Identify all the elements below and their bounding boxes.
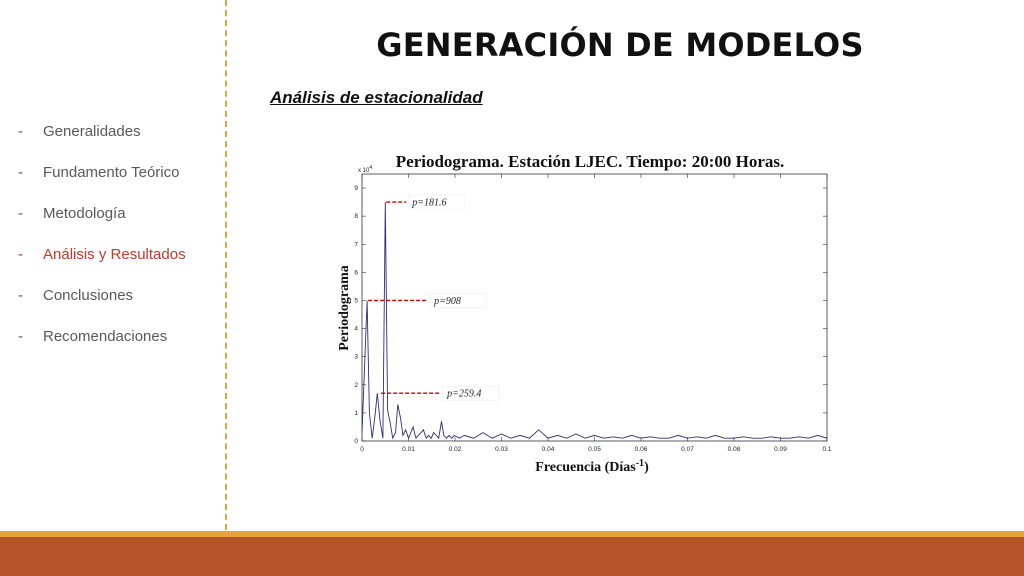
- nav-dash: -: [18, 164, 23, 181]
- nav-dash: -: [18, 328, 23, 345]
- annotation-box: [442, 385, 500, 401]
- nav-item-analisis[interactable]: - Análisis y Resultados: [18, 246, 186, 287]
- y-multiplier: x 104: [358, 165, 372, 174]
- nav-item-label: Conclusiones: [43, 287, 134, 304]
- y-tick-label: 6: [354, 269, 358, 276]
- nav-item-recomendaciones[interactable]: - Recomendaciones: [18, 328, 186, 369]
- y-tick-label: 7: [354, 241, 358, 248]
- x-tick-label: 0.08: [728, 446, 741, 453]
- y-tick-label: 2: [354, 382, 358, 389]
- slide-title: GENERACIÓN DE MODELOS: [376, 26, 864, 64]
- nav-item-label: Generalidades: [43, 123, 141, 140]
- periodogram-chart: Periodograma. Estación LJEC. Tiempo: 20:…: [337, 152, 832, 475]
- sidebar-nav: - Generalidades - Fundamento Teórico - Meto…: [18, 123, 186, 369]
- annotation-box: [407, 194, 465, 210]
- annotation-label: p=908: [433, 296, 461, 307]
- annotation-box: [429, 293, 487, 308]
- vertical-divider: [225, 0, 227, 530]
- nav-dash: -: [18, 205, 23, 222]
- nav-dash: -: [18, 287, 23, 304]
- x-tick-label: 0.04: [542, 446, 555, 453]
- nav-item-fundamento[interactable]: - Fundamento Teórico: [18, 164, 186, 205]
- footer-accent-bar: [0, 531, 1024, 537]
- y-tick-label: 1: [354, 410, 358, 417]
- x-tick-label: 0.01: [402, 446, 415, 453]
- y-tick-label: 3: [354, 354, 358, 361]
- y-tick-label: 8: [354, 213, 358, 220]
- y-tick-label: 4: [354, 326, 358, 333]
- nav-dash: -: [18, 123, 23, 140]
- x-tick-label: 0.03: [495, 446, 508, 453]
- x-tick-label: 0.09: [774, 446, 787, 453]
- nav-item-conclusiones[interactable]: - Conclusiones: [18, 287, 186, 328]
- x-tick-label: 0.06: [635, 446, 648, 453]
- y-tick-label: 5: [354, 297, 358, 304]
- x-tick-label: 0.1: [822, 446, 831, 453]
- series-line: [361, 202, 828, 440]
- nav-item-generalidades[interactable]: - Generalidades: [18, 123, 186, 164]
- x-axis-label: Frecuencia (Días-1): [535, 458, 649, 475]
- nav-item-metodologia[interactable]: - Metodología: [18, 205, 186, 246]
- y-axis-ticks: 0 1 2 3 4 5 6 7 8 9: [354, 185, 827, 445]
- y-axis-label: Periodograma: [337, 265, 352, 351]
- footer-bar: [0, 537, 1024, 576]
- y-tick-label: 0: [354, 438, 358, 445]
- y-tick-label: 9: [354, 185, 358, 192]
- x-tick-label: 0.05: [588, 446, 601, 453]
- nav-item-label: Recomendaciones: [43, 328, 168, 345]
- section-subtitle: Análisis de estacionalidad: [270, 88, 483, 107]
- nav-item-label: Análisis y Resultados: [43, 246, 186, 263]
- nav-item-label: Metodología: [43, 205, 126, 222]
- nav-item-label: Fundamento Teórico: [43, 164, 180, 181]
- x-tick-label: 0: [360, 446, 364, 453]
- nav-dash: -: [18, 246, 23, 263]
- annotations: p=181.6 p=908 p=259.4: [368, 194, 500, 401]
- chart-title: Periodograma. Estación LJEC. Tiempo: 20:…: [396, 152, 784, 171]
- x-tick-label: 0.02: [449, 446, 462, 453]
- annotation-label: p=259.4: [446, 389, 481, 400]
- x-tick-label: 0.07: [681, 446, 694, 453]
- annotation-label: p=181.6: [411, 198, 446, 209]
